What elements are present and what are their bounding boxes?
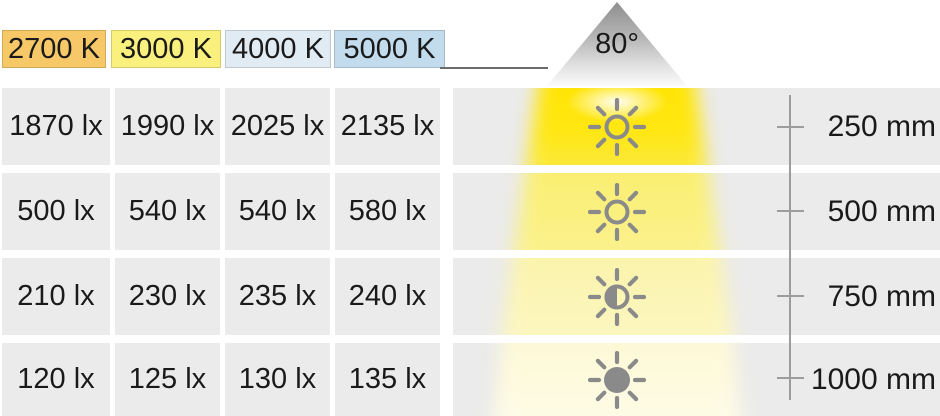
sun-half-icon	[588, 267, 646, 326]
ceiling-line	[440, 67, 548, 69]
table-row-250mm: 1870 lx 1990 lx 2025 lx 2135 lx 250 mm	[0, 88, 940, 165]
lux-value: 540 lx	[115, 173, 220, 250]
lux-value: 580 lx	[335, 173, 440, 250]
sun-outline-icon	[588, 97, 646, 156]
lux-value: 210 lx	[2, 258, 110, 335]
temp-header-5000k: 5000 K	[334, 30, 445, 68]
temp-header-2700k: 2700 K	[2, 30, 106, 68]
lux-value: 2135 lx	[335, 88, 440, 165]
temp-label: 3000 K	[120, 32, 212, 65]
table-row-1000mm: 120 lx 125 lx 130 lx 135 lx 1000 mm	[0, 343, 940, 416]
lux-value: 135 lx	[335, 343, 440, 416]
distance-label: 500 mm	[827, 194, 936, 228]
beam-band: 750 mm	[453, 258, 940, 335]
distance-label: 1000 mm	[810, 362, 936, 396]
temp-label: 2700 K	[8, 32, 100, 65]
temp-label: 5000 K	[343, 32, 436, 65]
lux-value: 230 lx	[115, 258, 220, 335]
table-row-750mm: 210 lx 230 lx 235 lx 240 lx 750 mm	[0, 258, 940, 335]
table-row-500mm: 500 lx 540 lx 540 lx 580 lx 500 mm	[0, 173, 940, 250]
temp-label: 4000 K	[232, 32, 324, 65]
sun-filled-icon	[588, 350, 646, 409]
ruler-tick-250mm	[777, 126, 804, 128]
sun-outline-icon	[588, 182, 646, 241]
lux-value: 130 lx	[225, 343, 330, 416]
lux-value: 1870 lx	[2, 88, 110, 165]
lux-value: 240 lx	[335, 258, 440, 335]
lux-value: 235 lx	[225, 258, 330, 335]
beam-band: 500 mm	[453, 173, 940, 250]
beam-angle-label: 80°	[595, 28, 639, 60]
beam-band: 1000 mm	[453, 343, 940, 416]
ruler-tick-500mm	[777, 210, 804, 212]
lux-value: 2025 lx	[225, 88, 330, 165]
ruler-tick-750mm	[777, 295, 804, 297]
distance-label: 250 mm	[827, 109, 936, 143]
ruler-tick-1000mm	[777, 377, 804, 379]
lux-value: 120 lx	[2, 343, 110, 416]
ruler-line	[789, 95, 791, 400]
lux-value: 540 lx	[225, 173, 330, 250]
distance-label: 750 mm	[827, 279, 936, 313]
beam-band: 250 mm	[453, 88, 940, 165]
temp-header-4000k: 4000 K	[225, 30, 331, 68]
lux-value: 1990 lx	[115, 88, 220, 165]
lux-value: 125 lx	[115, 343, 220, 416]
lux-value: 500 lx	[2, 173, 110, 250]
temp-header-3000k: 3000 K	[111, 30, 221, 68]
